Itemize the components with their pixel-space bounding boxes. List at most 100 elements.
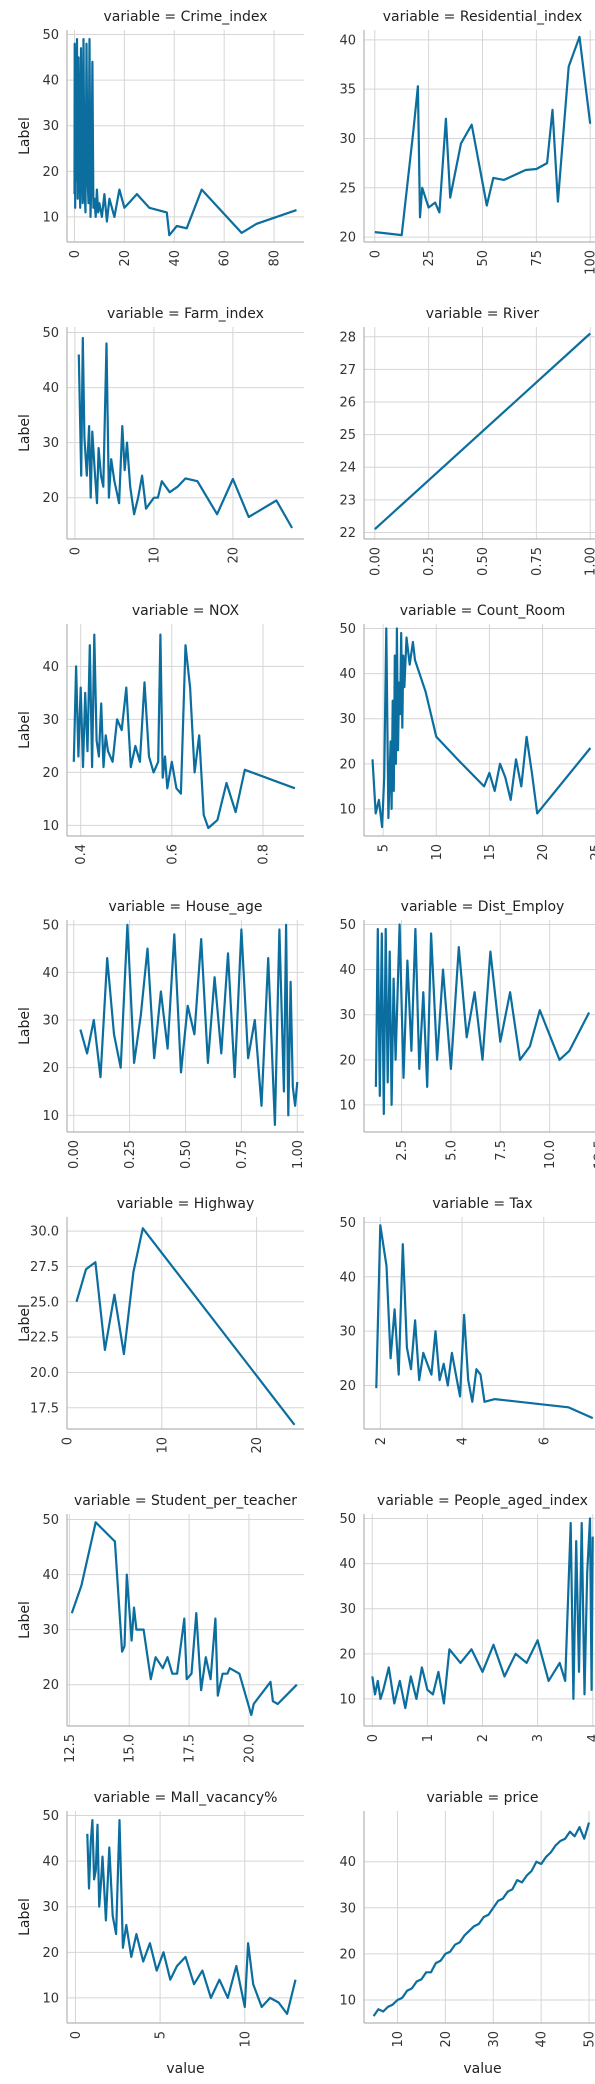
x-tick-label: 4: [586, 1734, 595, 1742]
x-tick-label: 0.8: [256, 844, 271, 865]
y-tick-label: 40: [42, 966, 59, 981]
facet-title: variable = Highway: [117, 1196, 255, 1212]
y-tick-label: 20: [339, 231, 356, 246]
series-line-price: [372, 1822, 591, 2017]
y-tick-label: 30: [339, 1325, 356, 1340]
x-tick-label: 10.0: [543, 1140, 558, 1169]
y-tick-label: 20: [42, 165, 59, 180]
series-line-mall-vacancy: [86, 1818, 297, 2016]
x-tick-label: 40: [168, 250, 183, 267]
facet-nox: variable = NOX 10 20 30 40 0.4 0.6 0.8 Label: [17, 603, 304, 865]
facet-title: variable = Tax: [432, 1196, 532, 1212]
y-tick-label: 30: [42, 119, 59, 134]
facet-people-aged-index: variable = People_aged_index 10 20 30 40 50 0 1…: [339, 1493, 595, 1742]
x-tick-label: 10: [430, 844, 445, 861]
x-tick-label: 1.00: [291, 1140, 306, 1169]
y-tick-label: 26: [339, 396, 356, 411]
y-tick-label: 22.5: [30, 1331, 59, 1346]
y-tick-label: 30: [42, 713, 59, 728]
x-tick-label: 0.50: [476, 547, 491, 576]
facet-title: variable = Residential_index: [383, 9, 583, 25]
x-tick-label: 4: [456, 1437, 471, 1445]
y-tick-label: 20: [42, 1678, 59, 1693]
series-line-house-age: [79, 923, 299, 1127]
x-tick-label: 0: [366, 1734, 381, 1742]
y-tick-label: 40: [339, 667, 356, 682]
x-tick-label: 60: [218, 250, 233, 267]
y-tick-label: 20: [42, 1061, 59, 1076]
x-tick-label: 20: [226, 547, 241, 564]
facet-house-age: variable = House_age 10 20 30 40 50 0.00 0.25 0.…: [17, 899, 306, 1169]
x-tick-label: 2.5: [395, 1140, 410, 1161]
x-tick-label: 0: [68, 250, 83, 258]
series-line-river: [374, 332, 591, 531]
facet-title: variable = Farm_index: [107, 306, 264, 322]
x-tick-label: 10: [238, 2031, 253, 2048]
facet-river: variable = River 22 23 24 25 26 27 28 0.00 0.25 0.…: [339, 306, 595, 576]
y-tick-label: 30.0: [30, 1225, 59, 1240]
y-tick-label: 20: [339, 1947, 356, 1962]
series-line-residential-index: [374, 35, 592, 237]
facet-title: variable = Mall_vacancy%: [94, 1790, 278, 1806]
facet-tax: variable = Tax 20 30 40 50 2 4 6: [339, 1196, 595, 1445]
x-tick-label: 20: [536, 844, 551, 861]
y-axis-label: Label: [17, 1304, 33, 1342]
y-tick-label: 30: [339, 1901, 356, 1916]
x-tick-label: 5: [154, 2031, 169, 2039]
x-tick-label: 2: [374, 1437, 389, 1445]
y-tick-label: 40: [339, 963, 356, 978]
y-tick-label: 40: [42, 660, 59, 675]
x-tick-label: 12.5: [63, 1734, 78, 1763]
facet-dist-employ: variable = Dist_Employ 10 20 30 40 50 2.5 5.0 7.…: [339, 899, 595, 1169]
y-axis-label: Label: [17, 711, 33, 749]
y-tick-label: 28: [339, 330, 356, 345]
y-tick-label: 50: [339, 1216, 356, 1231]
x-tick-label: 0.00: [368, 547, 383, 576]
y-tick-label: 27.5: [30, 1260, 59, 1275]
x-tick-label: 0.50: [179, 1140, 194, 1169]
x-tick-label: 0.75: [235, 1140, 250, 1169]
x-tick-label: 25: [589, 844, 595, 861]
y-tick-label: 50: [42, 1513, 59, 1528]
y-tick-label: 30: [42, 1900, 59, 1915]
y-tick-label: 17.5: [30, 1401, 59, 1416]
x-tick-label: 10: [147, 547, 162, 564]
x-tick-label: 20: [118, 250, 133, 267]
y-tick-label: 10: [42, 1991, 59, 2006]
y-tick-label: 30: [339, 1008, 356, 1023]
y-tick-label: 50: [339, 1512, 356, 1527]
x-tick-label: 0: [61, 1437, 76, 1445]
facet-title: variable = Dist_Employ: [401, 899, 565, 915]
facet-price: variable = price 10 20 30 40 10 20 30 40 50 value: [339, 1790, 595, 2077]
facet-title: variable = People_aged_index: [377, 1493, 588, 1509]
series-line-crime-index: [73, 37, 297, 237]
y-tick-label: 10: [339, 1993, 356, 2008]
x-tick-label: 0.25: [123, 1140, 138, 1169]
y-axis-label: Label: [17, 414, 33, 452]
y-tick-label: 30: [339, 1602, 356, 1617]
y-tick-label: 24: [339, 461, 356, 476]
y-tick-label: 50: [339, 918, 356, 933]
y-tick-label: 10: [42, 210, 59, 225]
y-tick-label: 20: [339, 1647, 356, 1662]
y-tick-label: 40: [42, 1568, 59, 1583]
y-tick-label: 30: [339, 712, 356, 727]
y-tick-label: 40: [339, 1557, 356, 1572]
x-tick-label: 15.0: [123, 1734, 138, 1763]
y-tick-label: 50: [42, 1809, 59, 1824]
y-tick-label: 23: [339, 493, 356, 508]
y-tick-label: 30: [339, 132, 356, 147]
series-line-nox: [72, 633, 296, 830]
series-line-highway: [75, 1227, 296, 1426]
y-tick-label: 10: [339, 1692, 356, 1707]
x-tick-label: 10: [391, 2031, 406, 2048]
y-tick-label: 40: [42, 1855, 59, 1870]
facet-title: variable = price: [427, 1790, 539, 1806]
y-tick-label: 30: [42, 1014, 59, 1029]
facet-highway: variable = Highway 17.5 20.0 22.5 25.0 27.5 30…: [17, 1196, 304, 1454]
x-tick-label: 40: [535, 2031, 550, 2048]
x-tick-label: 0.4: [74, 844, 89, 865]
facet-mall-vacancy: variable = Mall_vacancy% 10 20 30 40 50 0 5 10 La…: [17, 1790, 304, 2077]
x-tick-label: 50: [583, 2031, 595, 2048]
y-tick-label: 20: [339, 757, 356, 772]
